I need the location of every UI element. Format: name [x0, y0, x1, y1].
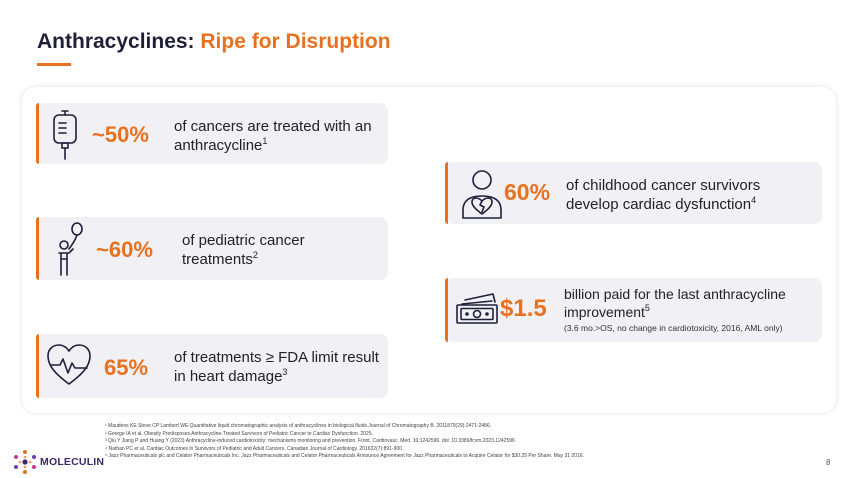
- page-number: 8: [826, 458, 831, 467]
- stat-card-pediatric: ~60% of pediatric cancer treatments2: [36, 217, 388, 280]
- cash-icon: [455, 291, 501, 327]
- stat-description-text: of cancers are treated with an anthracyc…: [174, 118, 372, 154]
- card-accent-bar: [36, 334, 39, 398]
- reference-item: ² George IA et al. Obesity Predisposes A…: [105, 430, 373, 437]
- stat-value: ~50%: [92, 122, 149, 147]
- reference-item: ⁴ Nathan PC et al. Cardiac Outcomes in S…: [105, 445, 404, 452]
- footnote-ref: 5: [644, 303, 650, 313]
- stat-card-cost: $1.5 billion paid for the last anthracyc…: [445, 278, 822, 342]
- slide-title: Anthracyclines: Ripe for Disruption: [37, 30, 391, 54]
- reference-item: ³ Qiu Y Jiang P and Huang Y (2023) Anthr…: [105, 438, 515, 445]
- heart-pulse-icon: [46, 343, 92, 387]
- card-accent-bar: [445, 162, 448, 224]
- footnote-ref: 3: [282, 367, 288, 377]
- iv-bag-icon: [49, 109, 81, 161]
- stat-description-text: of pediatric cancer treatments: [182, 232, 305, 268]
- stat-description-text: of childhood cancer survivors develop ca…: [566, 177, 761, 213]
- references: ¹ Maudens KE Stove CP Lambert WE.Quantit…: [105, 423, 805, 461]
- stat-card-heart-damage: 65% of treatments ≥ FDA limit result in …: [36, 334, 388, 398]
- title-accent: Ripe for Disruption: [200, 30, 391, 53]
- person-broken-heart-icon: [460, 168, 504, 220]
- card-accent-bar: [445, 278, 448, 342]
- stat-value: 65%: [104, 355, 149, 380]
- card-accent-bar: [36, 217, 39, 280]
- footnote-ref: 4: [751, 195, 757, 205]
- stat-value: $1.5: [500, 295, 547, 322]
- stat-description: of pediatric cancer treatments2: [182, 231, 362, 269]
- stat-card-childhood-survivors: 60% of childhood cancer survivors develo…: [445, 162, 822, 224]
- reference-item: ⁵ Jazz Pharmaceuticals plc and Celator P…: [105, 453, 584, 460]
- stat-description-text: of treatments ≥ FDA limit result in hear…: [174, 349, 379, 385]
- stat-description: billion paid for the last anthracycline …: [564, 285, 814, 321]
- stat-value: 60%: [504, 179, 551, 205]
- molecule-logo-icon: [14, 450, 36, 474]
- stat-value: ~60%: [96, 237, 153, 262]
- card-accent-bar: [36, 103, 39, 164]
- footnote-ref: 2: [252, 250, 258, 260]
- stat-description: of childhood cancer survivors develop ca…: [566, 176, 811, 214]
- stat-description-text: billion paid for the last anthracycline …: [564, 286, 786, 320]
- title-main: Anthracyclines:: [37, 30, 201, 53]
- stat-description: of cancers are treated with an anthracyc…: [174, 117, 374, 155]
- stat-description: of treatments ≥ FDA limit result in hear…: [174, 348, 379, 386]
- title-underline: [37, 63, 71, 66]
- footnote-ref: 1: [262, 136, 268, 146]
- child-balloon-icon: [52, 221, 88, 279]
- reference-item: ¹ Maudens KE Stove CP Lambert WE.Quantit…: [105, 423, 492, 429]
- stat-card-cancers-treated: ~50% of cancers are treated with an anth…: [36, 103, 388, 164]
- logo-text: MOLECULIN: [40, 456, 105, 468]
- company-logo: MOLECULIN: [10, 448, 120, 476]
- stat-subtext: (3.6 mo.>OS, no change in cardiotoxicity…: [564, 323, 783, 333]
